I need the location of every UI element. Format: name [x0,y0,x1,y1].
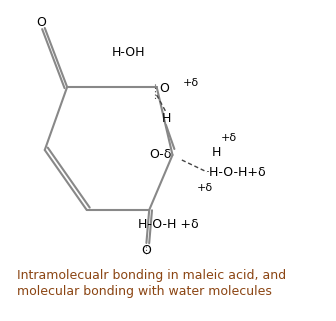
Text: O: O [141,245,151,257]
Text: ·H-O-H+δ: ·H-O-H+δ [205,166,266,178]
Text: O-δ: O-δ [149,149,172,161]
Text: +δ: +δ [183,78,199,88]
Text: +δ: +δ [197,183,213,193]
Text: Intramolecualr bonding in maleic acid, and: Intramolecualr bonding in maleic acid, a… [17,268,286,282]
Text: H-O-H +δ: H-O-H +δ [138,218,199,230]
Text: H-OH: H-OH [112,46,145,58]
Text: H: H [161,111,171,125]
Text: molecular bonding with water molecules: molecular bonding with water molecules [17,284,272,298]
Text: +δ: +δ [221,133,237,143]
Text: H: H [212,145,221,159]
Text: O: O [36,15,46,29]
Text: O: O [160,82,169,94]
